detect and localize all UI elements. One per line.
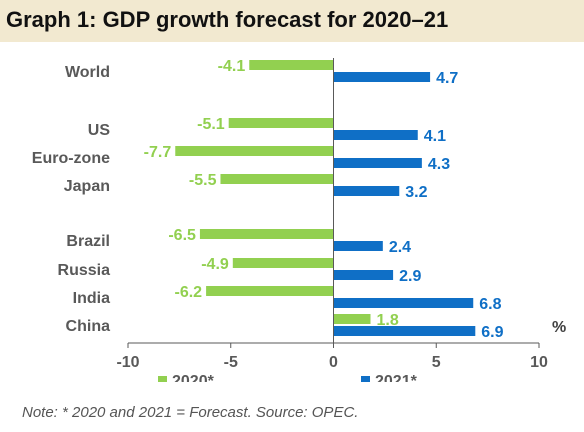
data-label-2021-brazil: 2.4 [389,239,411,256]
data-label-2021-russia: 2.9 [399,268,421,285]
x-tick-label-10: 10 [530,354,548,371]
bar-2020-world [249,60,334,70]
legend-swatch-2020 [158,376,167,382]
unit-label: % [552,319,566,336]
bar-2021-us [333,130,418,140]
bar-2020-brazil [199,229,334,239]
category-label-japan: Japan [64,178,110,195]
bar-2021-india [333,298,474,308]
bar-2021-japan [333,186,400,196]
data-label-2020-brazil: -6.5 [168,227,196,244]
data-label-2020-euro-zone: -7.7 [144,144,172,161]
bar-2021-world [333,72,431,82]
data-label-2021-india: 6.8 [479,296,501,313]
legend-swatch-2021 [361,376,370,382]
source-note: Note: * 2020 and 2021 = Forecast. Source… [22,404,359,421]
bar-2020-india [206,286,334,296]
bar-2020-japan [220,174,334,184]
legend-label-2021: 2021* [375,373,418,382]
data-label-2021-china: 6.9 [481,324,503,341]
data-label-2021-euro-zone: 4.3 [428,156,450,173]
x-tick-label--5: -5 [224,354,238,371]
x-tick-label--10: -10 [116,354,139,371]
title-bar: Graph 1: GDP growth forecast for 2020–21 [0,0,584,42]
bar-2020-us [228,118,334,128]
data-label-2020-russia: -4.9 [201,256,229,273]
x-tick-label-5: 5 [432,354,441,371]
category-label-world: World [65,64,110,81]
category-label-india: India [73,290,110,307]
gdp-bar-chart: -4.1 -5.1 -7.7 -5.5 -6.5 -4.9 -6.2 1.8 4.7 4.1 4.3… [32,58,566,382]
data-label-2020-china: 1.8 [376,312,398,329]
category-label-euro-zone: Euro-zone [32,150,110,167]
data-label-2021-japan: 3.2 [405,184,427,201]
x-tick-label-0: 0 [329,354,338,371]
legend-label-2020: 2020* [172,373,215,382]
bar-2021-china [333,326,476,336]
category-label-brazil: Brazil [66,233,110,250]
data-label-2021-us: 4.1 [424,128,446,145]
data-label-2020-india: -6.2 [175,284,203,301]
data-label-2021-world: 4.7 [436,70,458,87]
data-label-2020-japan: -5.5 [189,172,217,189]
bar-2020-euro-zone [175,146,334,156]
data-label-2020-us: -5.1 [197,116,225,133]
data-label-2020-world: -4.1 [218,58,246,75]
bar-2020-russia [232,258,334,268]
category-label-russia: Russia [58,262,111,279]
category-label-china: China [66,318,111,335]
bar-2021-brazil [333,241,383,251]
chart-title: Graph 1: GDP growth forecast for 2020–21 [6,7,449,32]
category-label-us: US [88,122,111,139]
bar-2021-russia [333,270,394,280]
bar-2021-euro-zone [333,158,422,168]
bar-2020-china [333,314,371,324]
